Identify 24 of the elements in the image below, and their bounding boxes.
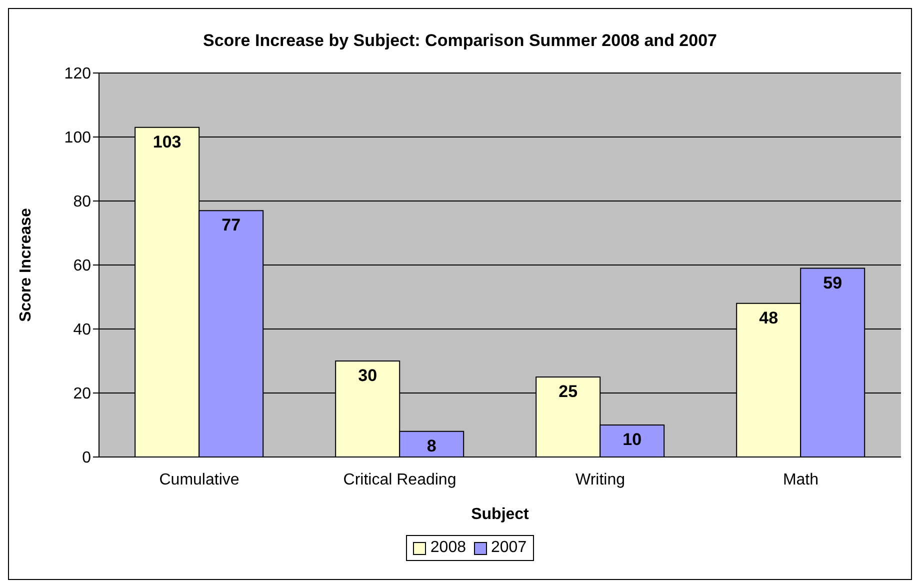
y-tick-label: 80: [73, 194, 92, 211]
legend-label: 2008: [429, 539, 466, 557]
data-label: 30: [358, 366, 378, 386]
data-label: 8: [426, 436, 436, 456]
y-tick-label: 60: [73, 258, 92, 275]
x-tick-label: Critical Reading: [343, 471, 456, 488]
data-label: 25: [558, 382, 578, 402]
x-tick-label: Math: [782, 471, 819, 488]
data-label: 77: [222, 216, 241, 235]
legend-label: 2007: [490, 539, 527, 557]
data-label: 48: [759, 308, 778, 328]
y-tick-label: 40: [73, 322, 92, 339]
data-label: 10: [622, 430, 642, 450]
y-tick-label: 20: [73, 386, 92, 403]
data-label: 59: [823, 273, 842, 292]
chart-title: Score Increase by Subject: Comparison Summer 2008 and 2007: [202, 31, 718, 51]
x-tick-label: Writing: [576, 471, 625, 488]
y-axis-title: Score Increase: [18, 208, 35, 322]
y-tick-label: 0: [82, 450, 92, 467]
y-tick-label: 100: [64, 130, 92, 147]
y-tick-label: 120: [64, 66, 92, 83]
x-axis-title: Subject: [471, 506, 530, 523]
x-tick-label: Cumulative: [159, 471, 240, 488]
data-label: 103: [152, 132, 182, 152]
